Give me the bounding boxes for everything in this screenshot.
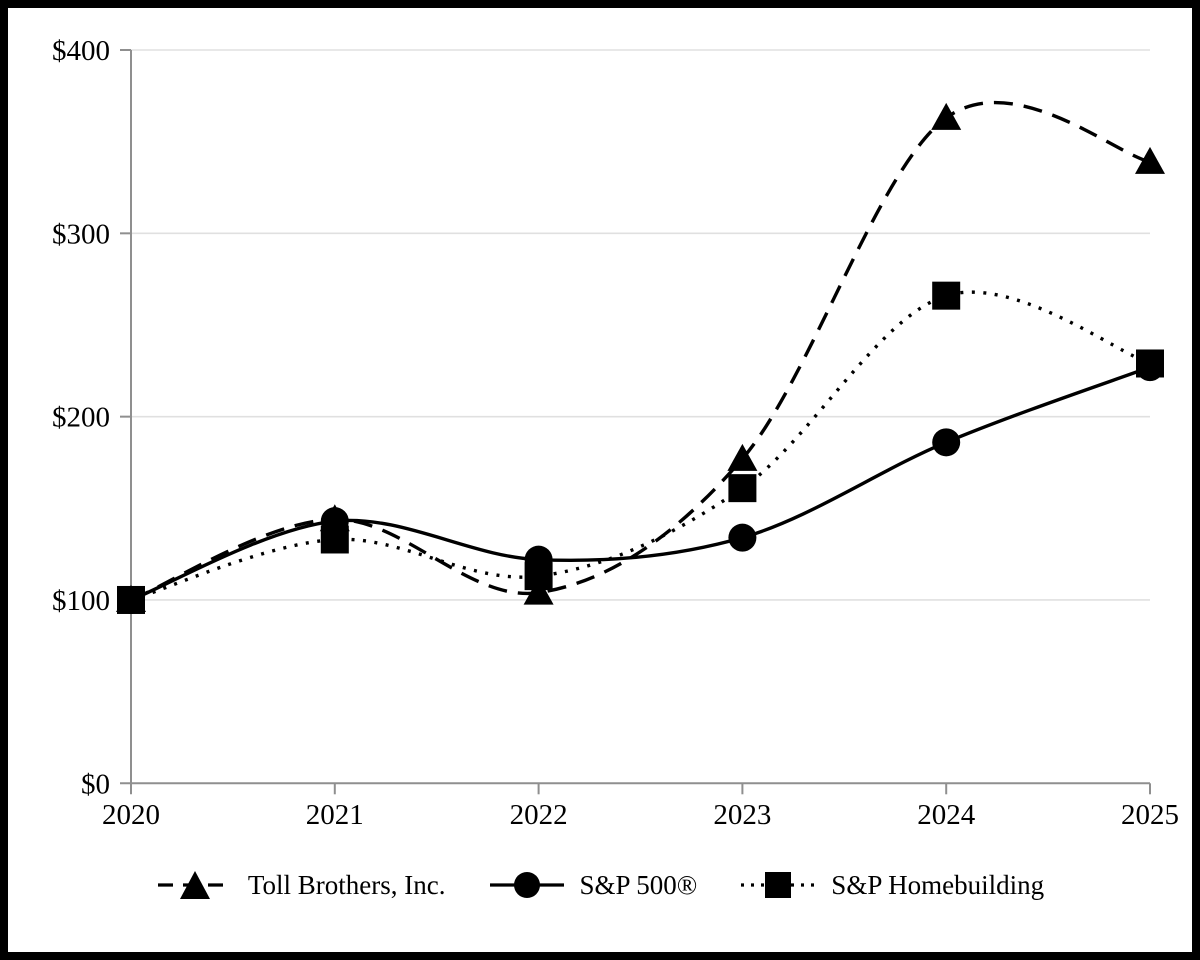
data-point-marker-triangle (727, 443, 758, 471)
data-point-marker-square (932, 281, 961, 310)
x-tick-label: 2022 (510, 799, 568, 831)
dotted-square-legend-icon (741, 872, 816, 898)
y-tick-label: $100 (52, 585, 110, 617)
x-tick-label: 2020 (102, 799, 160, 831)
data-point-marker-triangle (523, 577, 554, 605)
y-tick-label: $200 (52, 402, 110, 434)
data-point-marker-square (320, 525, 349, 554)
chart-legend: Toll Brothers, Inc. S&P 500® S&P Homebui… (8, 867, 1192, 903)
solid-circle-legend-icon (489, 872, 564, 898)
data-point-marker-square (117, 585, 145, 614)
data-point-marker-triangle (931, 102, 962, 130)
x-tick-label: 2021 (306, 799, 364, 831)
x-tick-label: 2024 (917, 799, 976, 831)
x-tick-label: 2025 (1121, 799, 1179, 831)
data-point-marker-square (524, 562, 553, 591)
legend-label-sp-homebuilding: S&P Homebuilding (831, 869, 1045, 900)
data-point-marker-square (1136, 349, 1164, 378)
data-point-marker-circle (932, 428, 961, 457)
x-tick-label: 2023 (713, 799, 771, 831)
y-tick-label: $0 (81, 768, 110, 800)
legend-item-sp-homebuilding: S&P Homebuilding (739, 867, 1044, 903)
series-line-dashed (130, 101, 1151, 602)
legend-item-toll-brothers: Toll Brothers, Inc. (156, 867, 446, 903)
legend-label-toll-brothers: Toll Brothers, Inc. (247, 869, 446, 900)
data-point-marker-triangle (1135, 146, 1165, 174)
series-line-dotted (130, 290, 1151, 602)
y-tick-label: $300 (52, 218, 110, 250)
data-point-marker-square (728, 474, 757, 503)
legend-label-sp500: S&P 500® (579, 869, 698, 900)
data-point-marker-circle (728, 523, 757, 552)
dashed-triangle-legend-icon (157, 871, 232, 899)
legend-item-sp500: S&P 500® (488, 867, 698, 903)
series-line-solid (130, 365, 1151, 602)
performance-line-chart: $0 $100 $200 $300 $400 2020 2021 2022 2023 2024 20… (52, 35, 1179, 831)
y-tick-label: $400 (52, 35, 110, 67)
